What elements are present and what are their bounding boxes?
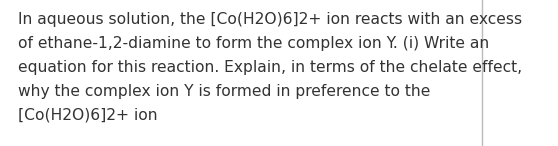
Text: [Co(H2O)6]2+ ion: [Co(H2O)6]2+ ion <box>18 108 157 123</box>
Text: why the complex ion Y is formed in preference to the: why the complex ion Y is formed in prefe… <box>18 84 430 99</box>
Text: In aqueous solution, the [Co(H2O)6]2+ ion reacts with an excess: In aqueous solution, the [Co(H2O)6]2+ io… <box>18 12 522 27</box>
Text: of ethane-1,2-diamine to form the complex ion Y. (i) Write an: of ethane-1,2-diamine to form the comple… <box>18 36 489 51</box>
Text: equation for this reaction. Explain, in terms of the chelate effect,: equation for this reaction. Explain, in … <box>18 60 522 75</box>
